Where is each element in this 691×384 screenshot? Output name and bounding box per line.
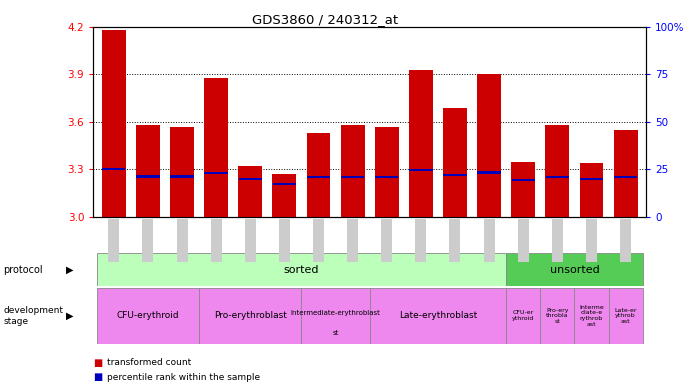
Bar [97, 288, 199, 344]
Text: Interme
diate-e
rythrob
ast: Interme diate-e rythrob ast [579, 305, 604, 327]
Text: Pro-ery
throbla
st: Pro-ery throbla st [546, 308, 569, 324]
Text: CFU-erythroid: CFU-erythroid [117, 311, 179, 320]
Text: Late-erythroblast: Late-erythroblast [399, 311, 477, 320]
Bar [614, 176, 637, 178]
Bar [580, 178, 603, 180]
Text: Intermediate-erythroblast: Intermediate-erythroblast [291, 310, 381, 316]
Text: GDS3860 / 240312_at: GDS3860 / 240312_at [252, 13, 398, 26]
Text: Late-er
ythrob
ast: Late-er ythrob ast [614, 308, 637, 324]
Text: ▶: ▶ [66, 311, 73, 321]
Bar [301, 288, 370, 344]
Bar [341, 125, 365, 217]
Bar [97, 253, 507, 286]
Bar [272, 174, 296, 217]
Text: st: st [332, 329, 339, 336]
Bar [546, 176, 569, 178]
Bar [307, 133, 330, 217]
Bar [102, 30, 126, 217]
Text: sorted: sorted [284, 265, 319, 275]
Bar [136, 125, 160, 217]
Bar [511, 162, 536, 217]
Text: ▶: ▶ [66, 265, 73, 275]
Bar [507, 253, 643, 286]
Bar [370, 288, 507, 344]
Bar [204, 78, 228, 217]
Bar [170, 127, 194, 217]
Text: transformed count: transformed count [107, 358, 191, 367]
Bar [477, 74, 501, 217]
Text: CFU-er
ythroid: CFU-er ythroid [512, 310, 534, 321]
Text: percentile rank within the sample: percentile rank within the sample [107, 372, 261, 382]
Text: unsorted: unsorted [549, 265, 599, 275]
Bar [238, 166, 262, 217]
Bar [511, 179, 535, 181]
Bar [199, 288, 301, 344]
Bar [136, 175, 160, 177]
Text: Pro-erythroblast: Pro-erythroblast [214, 311, 287, 320]
Bar [205, 172, 228, 174]
Bar [609, 288, 643, 344]
Text: ■: ■ [93, 372, 102, 382]
Bar [102, 167, 126, 170]
Bar [409, 169, 433, 171]
Text: ■: ■ [93, 358, 102, 368]
Text: protocol: protocol [3, 265, 43, 275]
Bar [614, 130, 638, 217]
Bar [574, 288, 609, 344]
Bar [307, 176, 330, 178]
Bar [238, 178, 262, 180]
Bar [540, 288, 574, 344]
Bar [341, 176, 364, 178]
Bar [170, 175, 193, 177]
Text: development
stage: development stage [3, 306, 64, 326]
Bar [443, 108, 467, 217]
Bar [375, 127, 399, 217]
Bar [545, 125, 569, 217]
Bar [273, 182, 296, 185]
Bar [409, 70, 433, 217]
Bar [444, 174, 466, 176]
Bar [375, 176, 399, 178]
Bar [477, 172, 501, 174]
Bar [580, 163, 603, 217]
Bar [507, 288, 540, 344]
